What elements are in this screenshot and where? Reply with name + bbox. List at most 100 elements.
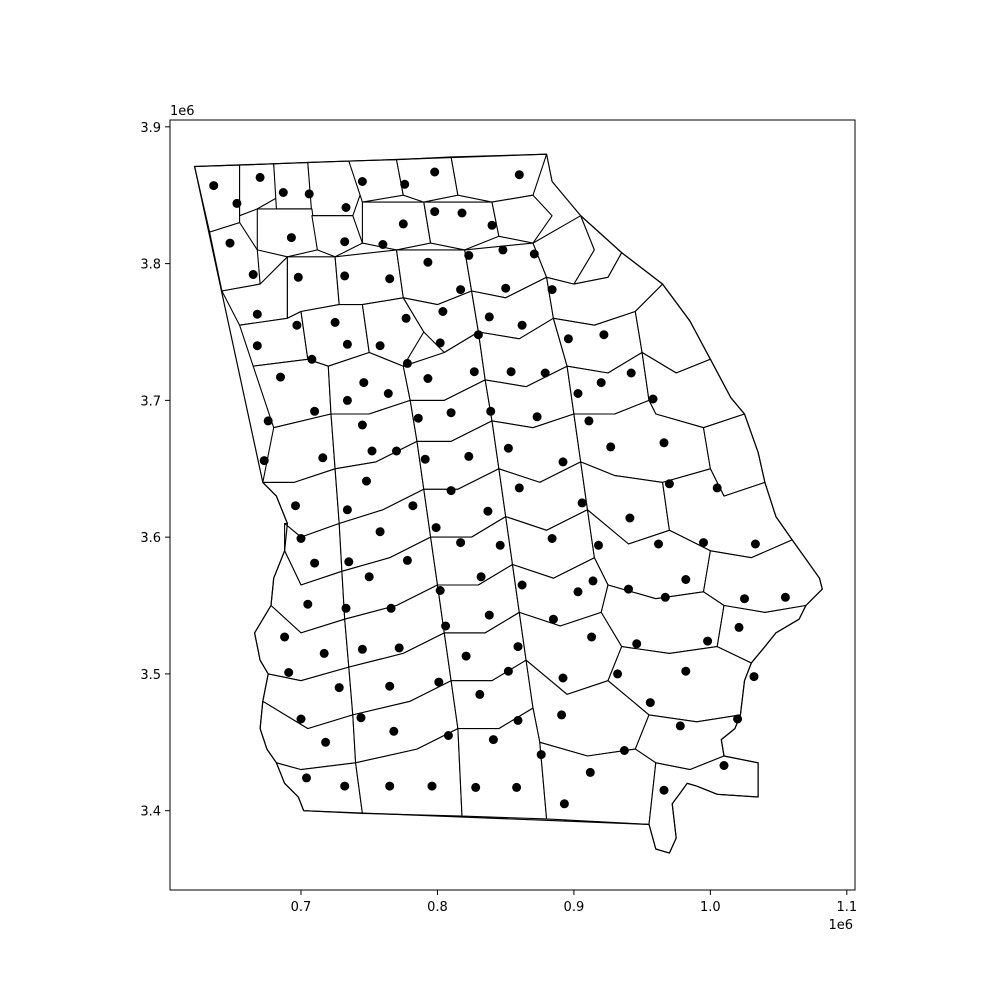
centroid-point [394, 643, 404, 653]
centroid-point [431, 523, 441, 533]
centroid-point [625, 513, 635, 523]
centroid-point [506, 367, 516, 377]
centroid-point [573, 389, 583, 398]
centroid-point [385, 681, 395, 691]
centroid-point [408, 501, 418, 511]
centroid-point [307, 354, 317, 364]
centroid-point [364, 572, 374, 582]
centroid-point [252, 341, 262, 351]
plot-frame [169, 119, 856, 891]
centroid-point [321, 737, 331, 747]
x-tick-label: 1.1 [836, 900, 857, 915]
y-tick-label: 3.9 [140, 121, 161, 136]
y-tick-label: 3.7 [140, 394, 161, 409]
centroid-point [304, 189, 314, 199]
centroid-point [501, 283, 511, 293]
centroid-point [606, 442, 616, 452]
centroid-point [319, 648, 329, 658]
centroid-point [383, 389, 393, 398]
centroid-point [386, 603, 396, 613]
centroid-point [517, 580, 527, 590]
centroid-point [375, 341, 385, 351]
centroid-point [517, 320, 527, 330]
centroid-point [464, 250, 474, 260]
centroid-point [259, 456, 269, 466]
centroid-point [344, 557, 354, 567]
y-tick-label: 3.6 [140, 531, 161, 546]
centroid-point [471, 782, 481, 792]
centroid-point [340, 271, 350, 281]
centroid-point [645, 698, 655, 708]
centroid-point [557, 710, 567, 720]
centroid-point [594, 540, 603, 550]
county-polygon [395, 156, 459, 203]
centroid-point [624, 584, 633, 594]
centroid-point [398, 219, 408, 229]
centroid-point [512, 782, 522, 792]
centroid-point [334, 683, 344, 693]
centroid-point [420, 454, 430, 464]
centroid-point [461, 651, 471, 661]
county-polygon [539, 741, 657, 825]
y-offset-label: 1e6 [170, 104, 195, 119]
centroid-point [780, 592, 790, 602]
centroid-point [342, 395, 352, 405]
centroid-point [681, 575, 691, 584]
centroid-point [529, 249, 539, 259]
centroid-point [296, 534, 306, 543]
centroid-point [389, 726, 399, 736]
y-axis: 3.4 3.5 3.6 3.7 3.8 3.9 [140, 121, 170, 820]
centroid-point [401, 313, 411, 323]
centroid-point [464, 451, 474, 461]
centroid-point [750, 539, 760, 549]
centroid-point [430, 167, 440, 177]
centroid-point [548, 614, 558, 624]
centroid-point [378, 240, 388, 249]
centroid-point [385, 781, 395, 791]
centroid-point [632, 639, 642, 649]
centroid-point [563, 334, 573, 344]
centroid-point [402, 555, 412, 565]
x-tick-label: 0.9 [564, 900, 585, 915]
centroid-point [310, 558, 320, 568]
centroid-point [733, 714, 743, 724]
centroid-point [584, 416, 594, 426]
centroid-point [613, 669, 623, 679]
centroid-point [749, 672, 759, 682]
centroid-point [446, 408, 456, 418]
centroid-point [484, 312, 494, 322]
centroid-point [659, 785, 669, 795]
centroid-point [599, 330, 609, 340]
county-polygon [311, 215, 363, 258]
centroid-point [318, 453, 328, 463]
centroid-point [719, 761, 729, 770]
centroid-point [225, 238, 235, 248]
centroid-point [443, 731, 453, 740]
centroid-point [278, 188, 288, 197]
centroid-point [654, 539, 663, 549]
centroid-point [291, 501, 300, 511]
centroid-point [342, 339, 352, 349]
centroid-point [488, 735, 498, 745]
centroid-point [648, 394, 658, 404]
county-boundaries [194, 153, 823, 854]
centroid-point [699, 538, 708, 548]
centroid-point [400, 179, 410, 189]
centroid-point [536, 750, 546, 760]
centroid-markers [209, 167, 790, 809]
x-tick-label: 1.0 [700, 900, 721, 915]
centroid-point [413, 413, 423, 423]
centroid-point [423, 374, 433, 383]
centroid-point [573, 587, 583, 597]
centroid-point [340, 237, 350, 247]
centroid-point [484, 610, 494, 620]
centroid-point [427, 781, 437, 791]
centroid-point [712, 483, 722, 493]
centroid-point [280, 632, 290, 642]
centroid-point [438, 307, 448, 316]
centroid-point [357, 420, 367, 430]
centroid-point [276, 372, 285, 382]
centroid-point [547, 285, 557, 295]
y-tick-label: 3.8 [140, 258, 161, 273]
centroid-point [585, 767, 595, 777]
